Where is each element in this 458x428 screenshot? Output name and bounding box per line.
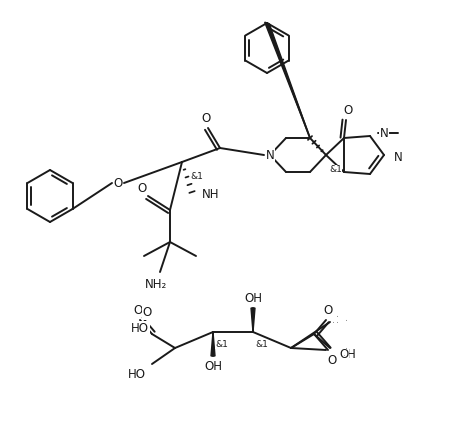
Text: O: O [114, 176, 123, 190]
Text: O: O [137, 181, 147, 194]
Text: HO: HO [128, 368, 146, 380]
Text: AH: AH [337, 315, 339, 317]
Text: O: O [202, 112, 211, 125]
Text: O: O [327, 354, 337, 366]
Text: O: O [133, 303, 142, 316]
Text: AH: AH [334, 354, 336, 355]
Text: AH: AH [333, 321, 335, 323]
Text: AH: AH [346, 348, 348, 349]
Text: NH: NH [202, 187, 219, 200]
Text: AH: AH [337, 321, 339, 323]
Text: AH: AH [346, 319, 348, 321]
Text: O: O [142, 306, 152, 319]
Text: &1: &1 [215, 340, 228, 349]
Polygon shape [265, 22, 310, 138]
Text: AH: AH [340, 348, 357, 360]
Text: OH: OH [244, 291, 262, 304]
Text: O: O [339, 348, 349, 362]
Text: N: N [266, 149, 274, 161]
Text: N: N [394, 151, 403, 163]
Text: HO: HO [131, 321, 149, 335]
Text: N: N [380, 127, 389, 140]
Text: O: O [344, 104, 353, 116]
Polygon shape [251, 308, 255, 332]
Text: OH: OH [204, 360, 222, 372]
Text: NH₂: NH₂ [145, 277, 167, 291]
Text: O: O [323, 303, 333, 316]
Text: &1: &1 [255, 340, 268, 349]
Polygon shape [211, 332, 215, 356]
Text: &1: &1 [190, 172, 203, 181]
Text: &1: &1 [329, 165, 342, 174]
